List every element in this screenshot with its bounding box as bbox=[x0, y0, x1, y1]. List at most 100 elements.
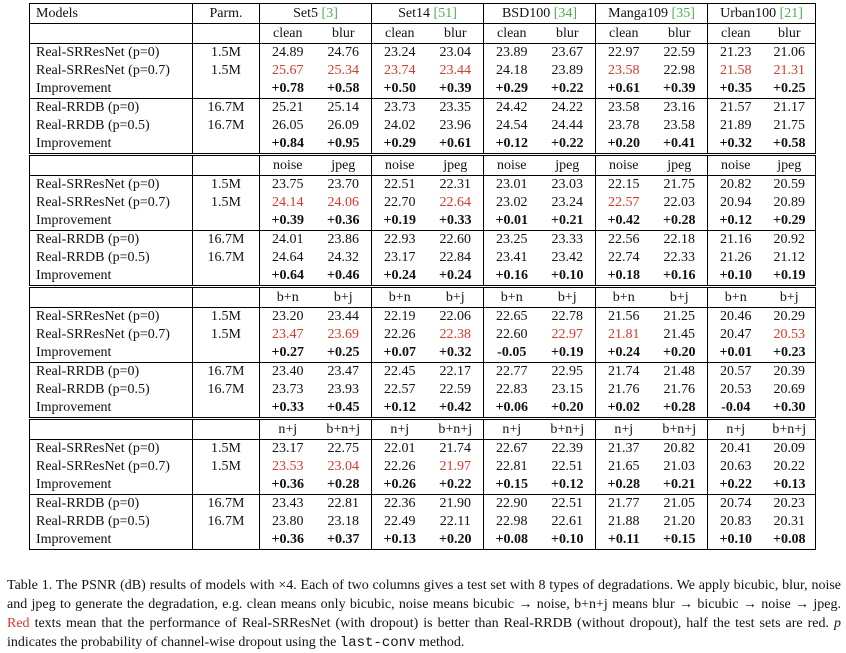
psnr-value: 20.53 bbox=[763, 326, 817, 344]
psnr-value: 23.73 bbox=[259, 381, 316, 399]
psnr-value: 22.65 bbox=[483, 307, 540, 326]
psnr-value: 22.70 bbox=[371, 194, 428, 212]
psnr-value: 22.57 bbox=[595, 194, 652, 212]
degradation-label: b+n bbox=[259, 285, 316, 308]
psnr-value: 24.18 bbox=[483, 62, 540, 80]
param-count: 1.5M bbox=[192, 307, 260, 326]
psnr-value: 23.70 bbox=[315, 175, 372, 194]
caption-part-2: texts mean that the performance of Real-… bbox=[34, 616, 830, 631]
psnr-value: 23.16 bbox=[651, 98, 708, 117]
psnr-value: 22.11 bbox=[439, 514, 471, 529]
psnr-value: 20.63 bbox=[707, 458, 764, 476]
degradation-label: jpeg bbox=[763, 153, 817, 176]
degradation-label: noise bbox=[483, 153, 540, 176]
psnr-value: +0.15 bbox=[483, 476, 540, 495]
psnr-value: 21.20 bbox=[663, 514, 696, 529]
degradation-label: b+n+j bbox=[427, 417, 484, 440]
psnr-value: 23.04 bbox=[327, 459, 360, 474]
psnr-value: 22.93 bbox=[371, 230, 428, 249]
psnr-value: 22.97 bbox=[551, 327, 584, 342]
psnr-value: +0.29 bbox=[371, 135, 428, 155]
psnr-value: 24.64 bbox=[259, 249, 316, 267]
psnr-value: +0.29 bbox=[483, 80, 540, 99]
psnr-value: 20.23 bbox=[763, 494, 817, 513]
psnr-value: 22.84 bbox=[439, 250, 472, 265]
psnr-value: 23.47 bbox=[315, 362, 372, 381]
psnr-value: +0.39 bbox=[259, 212, 316, 231]
psnr-value: 23.96 bbox=[439, 118, 472, 133]
psnr-value: 22.56 bbox=[595, 230, 652, 249]
psnr-value: 20.94 bbox=[707, 194, 764, 212]
psnr-value: +0.28 bbox=[327, 477, 360, 492]
model-name: Real-RRDB (p=0) bbox=[29, 230, 193, 249]
model-name: Real-RRDB (p=0.5) bbox=[29, 381, 193, 399]
psnr-value: +0.27 bbox=[259, 344, 316, 363]
psnr-value: 23.53 bbox=[259, 458, 316, 476]
model-name: Improvement bbox=[29, 135, 193, 155]
param-count: 16.7M bbox=[192, 230, 260, 249]
psnr-value: 23.86 bbox=[315, 230, 372, 249]
psnr-value: 20.82 bbox=[707, 175, 764, 194]
psnr-value: 22.59 bbox=[439, 382, 472, 397]
psnr-value: +0.15 bbox=[651, 531, 708, 550]
psnr-value: +0.20 bbox=[663, 345, 696, 360]
psnr-value: 26.05 bbox=[259, 117, 316, 135]
table-row: Real-SRResNet (p=0.7) 1.5M 25.67 25.34 23.74… bbox=[29, 62, 817, 80]
param-count bbox=[192, 135, 260, 155]
psnr-value: 23.58 bbox=[595, 98, 652, 117]
degradation-label: n+j bbox=[259, 417, 316, 440]
psnr-value: +0.20 bbox=[427, 531, 484, 550]
psnr-value: 24.76 bbox=[315, 43, 372, 62]
header-models: Models bbox=[29, 3, 193, 24]
psnr-value: +0.33 bbox=[259, 399, 316, 419]
psnr-value: +0.26 bbox=[371, 476, 428, 495]
psnr-value: 23.18 bbox=[327, 514, 360, 529]
psnr-value: 23.58 bbox=[595, 62, 652, 80]
degradation-label: n+j bbox=[595, 417, 652, 440]
psnr-value: 23.80 bbox=[259, 513, 316, 531]
degradation-label: clean bbox=[707, 23, 764, 44]
degradation-label: jpeg bbox=[315, 153, 372, 176]
psnr-value: +0.29 bbox=[763, 212, 817, 231]
param-count: 16.7M bbox=[192, 98, 260, 117]
psnr-value: +0.12 bbox=[551, 477, 584, 492]
caption-p-variable: p bbox=[834, 616, 842, 631]
param-count: 1.5M bbox=[192, 326, 260, 344]
psnr-value: 21.65 bbox=[595, 458, 652, 476]
psnr-value: 25.21 bbox=[259, 98, 316, 117]
caption-red-word: Red bbox=[7, 616, 30, 631]
psnr-value: +0.01 bbox=[483, 212, 540, 231]
header-bsd100: BSD100 [34] bbox=[483, 3, 596, 24]
degradation-label: blur bbox=[443, 25, 467, 41]
psnr-value: 21.58 bbox=[707, 62, 764, 80]
improvement-row: Improvement +0.33 +0.45 +0.12 +0.42 +0.06 +0.2… bbox=[29, 399, 817, 419]
header-set5: Set5 [3] bbox=[259, 3, 372, 24]
psnr-value: +0.84 bbox=[259, 135, 316, 155]
psnr-value: +0.22 bbox=[439, 477, 472, 492]
psnr-value: 21.16 bbox=[707, 230, 764, 249]
model-name: Real-RRDB (p=0.5) bbox=[29, 513, 193, 531]
degradation-label: noise bbox=[371, 153, 428, 176]
subheader-empty bbox=[29, 153, 193, 176]
psnr-value: 22.01 bbox=[371, 439, 428, 458]
psnr-value: 23.89 bbox=[483, 43, 540, 62]
psnr-value: +0.24 bbox=[427, 267, 484, 287]
psnr-value: +0.20 bbox=[595, 135, 652, 155]
degradation-label: jpeg bbox=[651, 153, 708, 176]
subheader-empty bbox=[192, 285, 260, 308]
table-row: Real-RRDB (p=0) 16.7M 23.43 22.81 22.36 21.90… bbox=[29, 494, 817, 513]
psnr-value: 21.90 bbox=[427, 494, 484, 513]
psnr-value: 24.42 bbox=[483, 98, 540, 117]
psnr-value: 21.76 bbox=[595, 381, 652, 399]
psnr-value: 22.51 bbox=[539, 494, 596, 513]
degradation-label: b+j bbox=[651, 285, 708, 308]
model-name: Improvement bbox=[29, 476, 193, 495]
improvement-row: Improvement +0.84 +0.95 +0.29 +0.61 +0.12 +0.2… bbox=[29, 135, 817, 155]
degradation-label: b+n bbox=[371, 285, 428, 308]
param-count: 1.5M bbox=[192, 194, 260, 212]
degradation-label: b+n+j bbox=[651, 417, 708, 440]
table-header-row: Models Parm. Set5 [3] Set14 [51] BSD100 … bbox=[29, 3, 817, 24]
psnr-value: 23.74 bbox=[371, 62, 428, 80]
table-row: Real-SRResNet (p=0) 1.5M 23.17 22.75 22.01 21… bbox=[29, 439, 817, 458]
psnr-value: +0.11 bbox=[595, 531, 652, 550]
